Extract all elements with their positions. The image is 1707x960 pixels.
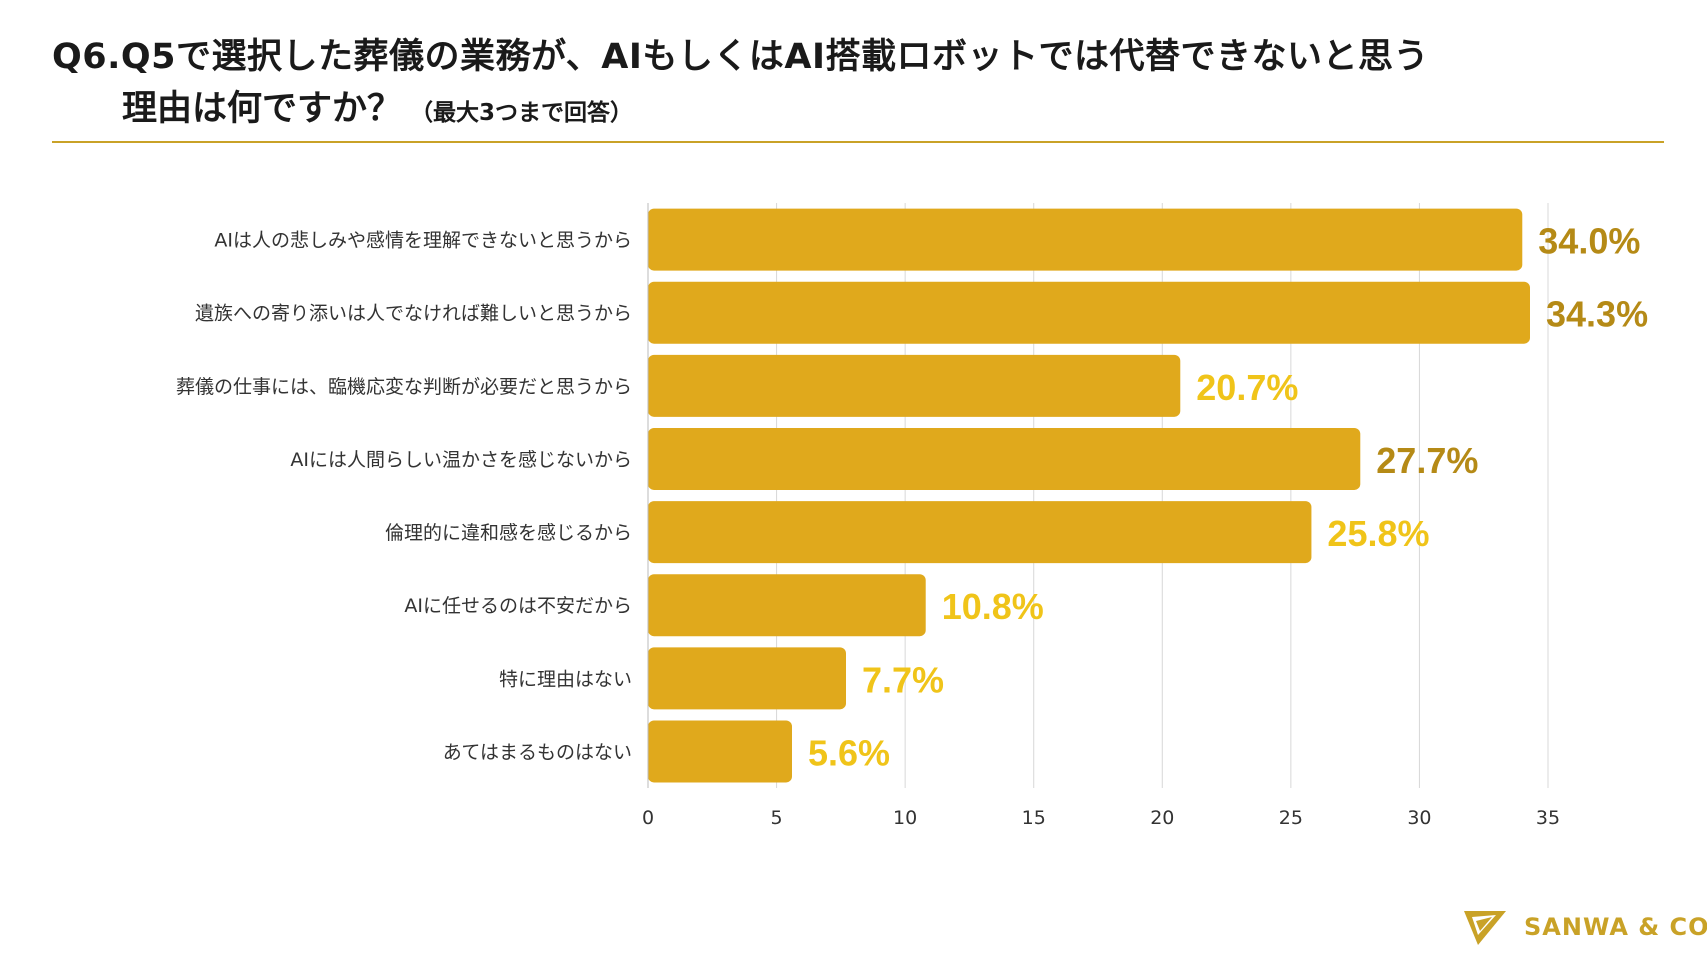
data-label: 10.8% [942,586,1044,627]
title-divider [52,141,1664,143]
chart-title-line2: 理由は何ですか？ （最大3つまで回答） [122,80,633,131]
chart-title-question: 理由は何ですか？ [122,89,403,129]
category-label: 特に理由はない [499,668,632,690]
data-label: 7.7% [862,659,944,700]
x-tick-label: 5 [771,807,783,829]
data-label: 34.3% [1546,294,1648,335]
x-tick-label: 30 [1407,807,1431,829]
chart-title-note: （最大3つまで回答） [410,100,634,126]
chart-title-line1: Q6.Q5で選択した葬儀の業務が、AIもしくはAI搭載ロボットでは代替できないと… [52,37,1430,77]
bar [648,574,926,637]
x-tick-label: 35 [1536,807,1560,829]
bar [648,647,846,710]
data-label: 27.7% [1376,440,1478,481]
category-label: AIに任せるのは不安だから [404,595,632,617]
bar [648,281,1530,344]
category-label: AIには人間らしい温かさを感じないから [290,449,632,471]
data-label: 34.0% [1538,221,1640,262]
x-tick-label: 10 [893,807,917,829]
category-label: あてはまるものはない [443,741,632,763]
x-tick-label: 15 [1022,807,1046,829]
bar [648,501,1312,564]
bar [648,208,1523,271]
x-tick-label: 20 [1150,807,1174,829]
x-tick-label: 25 [1279,807,1303,829]
paper-plane-icon [1464,911,1506,945]
x-tick-label: 0 [642,807,654,829]
bar [648,354,1181,417]
data-label: 5.6% [808,732,890,773]
data-label: 20.7% [1196,367,1298,408]
category-label: 倫理的に違和感を感じるから [385,522,632,544]
bar [648,427,1361,490]
brand-name: SANWA & CO. [1524,913,1707,941]
bar [648,720,792,783]
data-label: 25.8% [1327,513,1429,554]
category-label: 葬儀の仕事には、臨機応変な判断が必要だと思うから [176,376,632,398]
category-label: AIは人の悲しみや感情を理解できないと思うから [214,230,632,252]
category-label: 遺族への寄り添いは人でなければ難しいと思うから [195,303,632,325]
